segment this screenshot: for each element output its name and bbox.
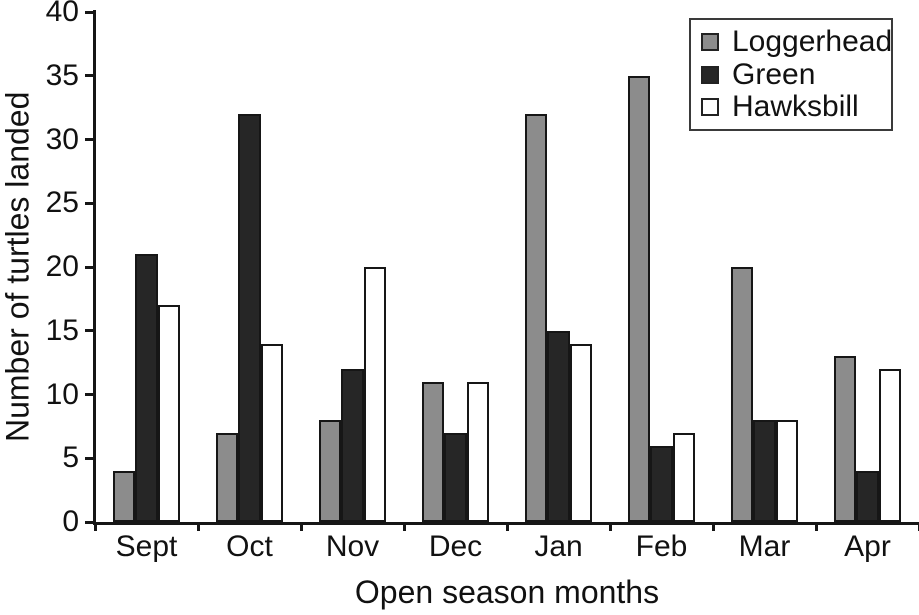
x-tick-label-sept: Sept [115, 530, 178, 563]
legend-swatch-green [701, 65, 719, 84]
bar-loggerhead-dec [421, 381, 445, 522]
bar-green-mar [753, 420, 776, 522]
legend-swatch-hawksbill [701, 98, 719, 117]
legend-label-green: Green [732, 57, 816, 91]
bar-loggerhead-oct [215, 432, 239, 522]
y-axis-tick [85, 265, 95, 269]
bar-loggerhead-sept [112, 471, 136, 522]
x-tick-label-oct: Oct [226, 530, 273, 563]
y-tick-label: 30 [45, 122, 79, 156]
bar-loggerhead-apr [833, 356, 857, 522]
legend: Loggerhead Green Hawksbill [689, 18, 893, 131]
bar-loggerhead-nov [318, 420, 342, 522]
bar-hawksbill-mar [775, 420, 799, 522]
legend-item-green: Green [701, 57, 891, 91]
y-tick-label: 10 [45, 377, 79, 411]
bar-green-apr [856, 471, 879, 522]
bar-green-jan [547, 330, 570, 522]
x-axis-tick [196, 522, 200, 531]
x-axis-tick [402, 522, 406, 531]
y-axis-tick [85, 201, 95, 205]
y-tick-label: 35 [45, 58, 79, 92]
bar-hawksbill-nov [363, 267, 387, 522]
bar-hawksbill-sept [157, 305, 181, 522]
x-axis-tick [814, 522, 818, 531]
x-tick-label-nov: Nov [325, 530, 380, 563]
bar-hawksbill-oct [260, 343, 284, 522]
x-axis-tick [917, 522, 919, 531]
x-tick-label-apr: Apr [844, 530, 891, 563]
x-axis-line [93, 522, 919, 525]
y-tick-label: 40 [45, 0, 79, 28]
legend-label-loggerhead: Loggerhead [732, 24, 893, 58]
legend-swatch-loggerhead [701, 32, 719, 51]
x-axis-tick [608, 522, 612, 531]
y-tick-label: 15 [45, 313, 79, 347]
legend-label-hawksbill: Hawksbill [732, 90, 859, 124]
bar-green-nov [341, 369, 364, 522]
bar-green-sept [135, 254, 158, 522]
bar-green-dec [444, 432, 467, 522]
bar-green-oct [238, 114, 261, 522]
x-axis-tick [505, 522, 509, 531]
bar-hawksbill-dec [466, 381, 490, 522]
y-axis-line [93, 10, 96, 525]
bar-hawksbill-feb [672, 432, 696, 522]
y-tick-label: 5 [62, 441, 79, 475]
y-axis-tick [85, 138, 95, 141]
y-tick-label: 20 [45, 250, 79, 283]
bar-hawksbill-apr [878, 369, 902, 522]
x-tick-label-jan: Jan [534, 530, 583, 563]
bar-loggerhead-feb [627, 75, 651, 522]
legend-item-loggerhead: Loggerhead [701, 24, 893, 58]
y-axis-tick [85, 10, 95, 14]
y-tick-label: 0 [62, 505, 79, 538]
y-axis-tick [85, 393, 95, 396]
bar-loggerhead-jan [524, 114, 548, 522]
x-tick-label-dec: Dec [428, 530, 483, 563]
y-axis-tick [85, 456, 95, 460]
bar-hawksbill-jan [569, 343, 593, 522]
y-tick-label: 25 [45, 186, 79, 220]
x-axis-tick [711, 522, 715, 531]
x-axis-tick [299, 522, 303, 531]
bar-green-feb [650, 445, 673, 522]
y-axis-tick [85, 74, 95, 78]
x-tick-label-feb: Feb [635, 530, 688, 563]
x-tick-label-mar: Mar [738, 530, 791, 563]
y-axis-tick [85, 329, 95, 333]
bar-loggerhead-mar [730, 267, 754, 522]
x-axis-tick [93, 522, 97, 531]
x-axis-title: Open season months [354, 574, 660, 610]
y-axis-tick [85, 520, 95, 524]
legend-item-hawksbill: Hawksbill [701, 92, 891, 122]
